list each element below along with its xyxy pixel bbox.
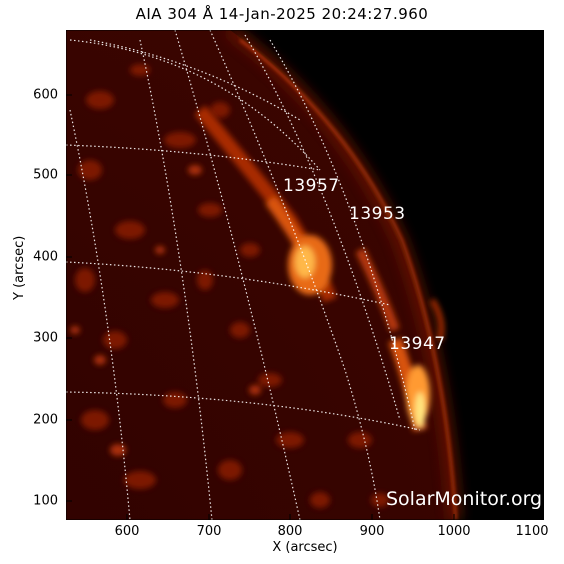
y-tick-label: 500 [33, 167, 58, 183]
active-region-label: 13957 [283, 176, 340, 196]
chromospheric-network [70, 64, 389, 508]
y-tick-label: 100 [33, 493, 58, 509]
image-title: AIA 304 Å 14-Jan-2025 20:24:27.960 [135, 5, 429, 23]
y-tick-label: 600 [33, 87, 58, 103]
y-tick-label: 400 [33, 249, 58, 265]
tick-marks [66, 94, 537, 520]
y-tick-label: 200 [33, 412, 58, 428]
y-tick-label: 300 [33, 330, 58, 346]
active-region-emission [194, 105, 445, 432]
watermark-text: SolarMonitor.org [386, 488, 543, 510]
x-axis-label: X (arcsec) [272, 540, 338, 555]
x-tick-label: 700 [196, 524, 222, 539]
x-tick-label: 1000 [437, 524, 471, 539]
x-tick-label: 1100 [515, 524, 549, 539]
solar-disk [66, 30, 455, 520]
x-tick-label: 900 [359, 524, 385, 539]
heliographic-grid [66, 30, 421, 520]
active-region-label: 13953 [349, 204, 406, 224]
y-axis-label: Y (arcsec) [12, 235, 27, 300]
x-tick-label: 600 [114, 524, 140, 539]
x-tick-label: 800 [277, 524, 303, 539]
active-region-label: 13947 [389, 334, 446, 354]
